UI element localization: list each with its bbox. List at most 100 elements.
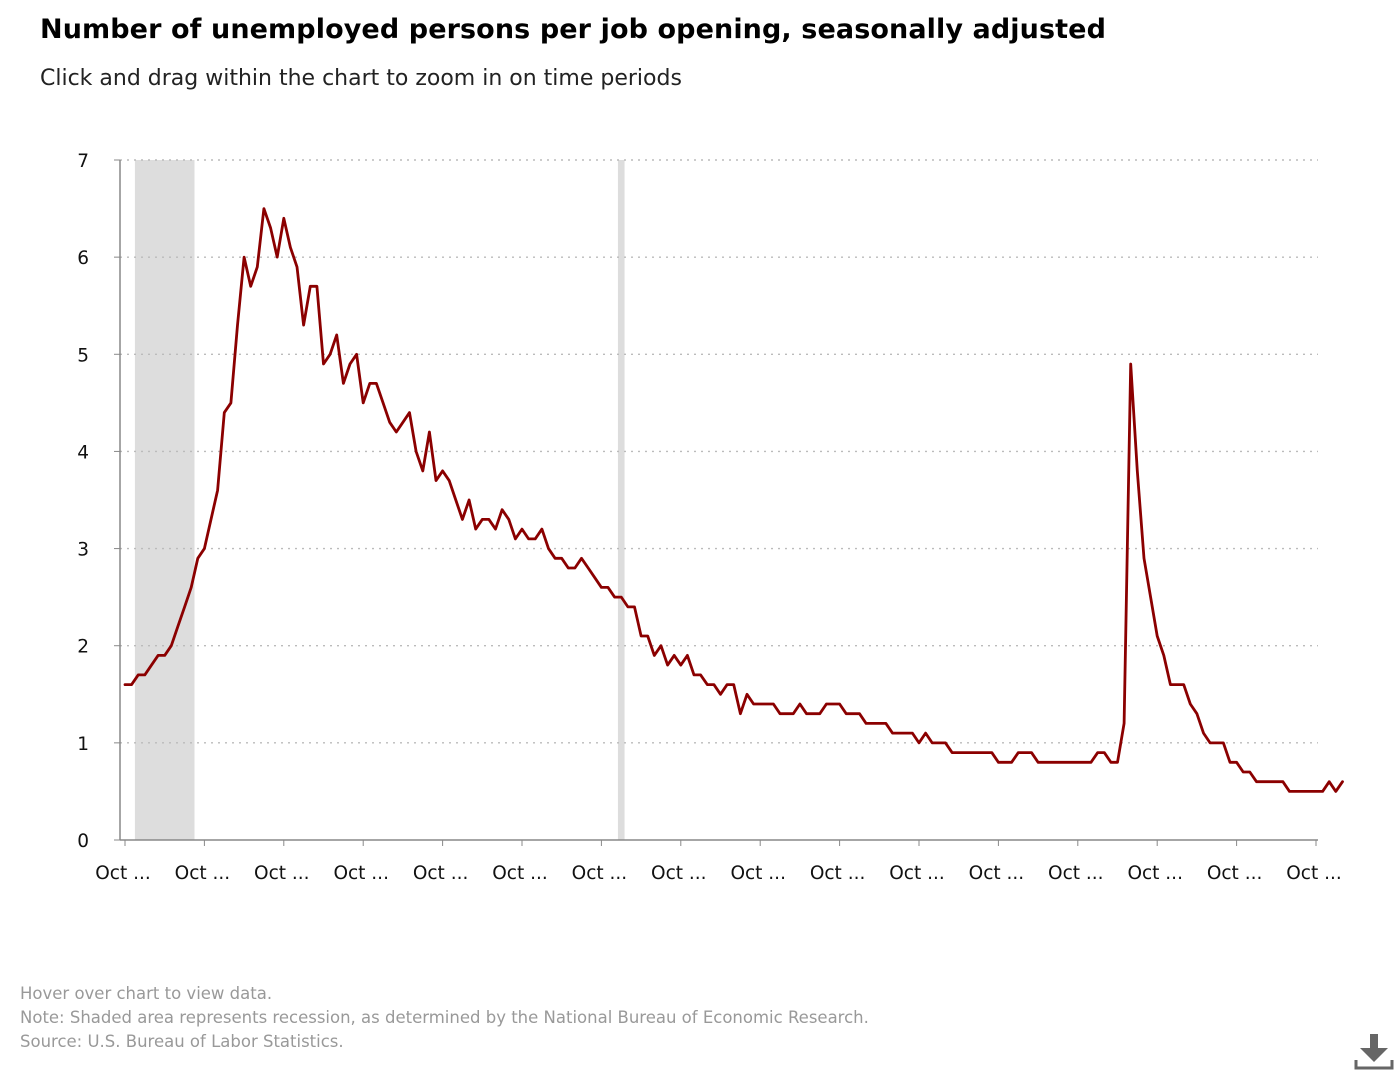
data-point[interactable] xyxy=(1141,555,1147,561)
data-point[interactable] xyxy=(1220,740,1226,746)
data-point[interactable] xyxy=(215,487,221,493)
data-point[interactable] xyxy=(1280,779,1286,785)
data-point[interactable] xyxy=(532,536,538,542)
data-point[interactable] xyxy=(612,594,618,600)
data-point[interactable] xyxy=(373,380,379,386)
data-point[interactable] xyxy=(493,526,499,532)
data-point[interactable] xyxy=(1167,682,1173,688)
data-point[interactable] xyxy=(638,633,644,639)
data-point[interactable] xyxy=(896,730,902,736)
data-point[interactable] xyxy=(129,682,135,688)
data-point[interactable] xyxy=(1161,652,1167,658)
data-point[interactable] xyxy=(1313,788,1319,794)
data-point[interactable] xyxy=(1326,779,1332,785)
data-point[interactable] xyxy=(1154,633,1160,639)
data-point[interactable] xyxy=(956,750,962,756)
data-point[interactable] xyxy=(764,701,770,707)
data-point[interactable] xyxy=(823,701,829,707)
data-point[interactable] xyxy=(274,254,280,260)
data-point[interactable] xyxy=(883,720,889,726)
data-point[interactable] xyxy=(625,604,631,610)
data-point[interactable] xyxy=(989,750,995,756)
data-point[interactable] xyxy=(122,682,128,688)
data-point[interactable] xyxy=(1247,769,1253,775)
data-point[interactable] xyxy=(817,711,823,717)
data-point[interactable] xyxy=(473,526,479,532)
data-point[interactable] xyxy=(1320,788,1326,794)
data-point[interactable] xyxy=(1201,730,1207,736)
data-point[interactable] xyxy=(1148,594,1154,600)
data-point[interactable] xyxy=(1227,759,1233,765)
data-point[interactable] xyxy=(579,555,585,561)
data-point[interactable] xyxy=(995,759,1001,765)
data-point[interactable] xyxy=(1108,759,1114,765)
data-point[interactable] xyxy=(407,410,413,416)
data-point[interactable] xyxy=(506,516,512,522)
series-line-1[interactable] xyxy=(123,207,1344,793)
data-point[interactable] xyxy=(658,643,664,649)
data-point[interactable] xyxy=(1134,468,1140,474)
data-point[interactable] xyxy=(1081,759,1087,765)
data-point[interactable] xyxy=(1234,759,1240,765)
data-point[interactable] xyxy=(598,584,604,590)
data-point[interactable] xyxy=(724,682,730,688)
data-point[interactable] xyxy=(149,662,155,668)
data-point[interactable] xyxy=(671,652,677,658)
data-point[interactable] xyxy=(1267,779,1273,785)
data-point[interactable] xyxy=(201,546,207,552)
data-point[interactable] xyxy=(1121,720,1127,726)
data-point[interactable] xyxy=(1115,759,1121,765)
data-point[interactable] xyxy=(678,662,684,668)
data-point[interactable] xyxy=(162,652,168,658)
data-point[interactable] xyxy=(1035,759,1041,765)
data-point[interactable] xyxy=(347,361,353,367)
data-point[interactable] xyxy=(235,322,241,328)
data-point[interactable] xyxy=(797,701,803,707)
data-point[interactable] xyxy=(704,682,710,688)
data-point[interactable] xyxy=(552,555,558,561)
data-point[interactable] xyxy=(380,400,386,406)
data-point[interactable] xyxy=(248,283,254,289)
data-point[interactable] xyxy=(1062,759,1068,765)
data-point[interactable] xyxy=(1293,788,1299,794)
data-point[interactable] xyxy=(1333,788,1339,794)
data-point[interactable] xyxy=(142,672,148,678)
data-point[interactable] xyxy=(546,546,552,552)
data-point[interactable] xyxy=(1240,769,1246,775)
data-point[interactable] xyxy=(327,351,333,357)
data-point[interactable] xyxy=(519,526,525,532)
data-point[interactable] xyxy=(632,604,638,610)
data-point[interactable] xyxy=(1002,759,1008,765)
data-point[interactable] xyxy=(585,565,591,571)
data-point[interactable] xyxy=(565,565,571,571)
data-point[interactable] xyxy=(168,643,174,649)
data-point[interactable] xyxy=(804,711,810,717)
data-point[interactable] xyxy=(857,711,863,717)
data-point[interactable] xyxy=(1015,750,1021,756)
data-point[interactable] xyxy=(1187,701,1193,707)
data-point[interactable] xyxy=(1306,788,1312,794)
data-point[interactable] xyxy=(976,750,982,756)
data-point[interactable] xyxy=(903,730,909,736)
data-point[interactable] xyxy=(268,225,274,231)
data-point[interactable] xyxy=(731,682,737,688)
data-point[interactable] xyxy=(433,478,439,484)
data-point[interactable] xyxy=(307,283,313,289)
data-point[interactable] xyxy=(1260,779,1266,785)
data-point[interactable] xyxy=(420,468,426,474)
series-lines[interactable] xyxy=(122,206,1346,795)
data-point[interactable] xyxy=(1214,740,1220,746)
data-point[interactable] xyxy=(969,750,975,756)
data-point[interactable] xyxy=(486,516,492,522)
data-point[interactable] xyxy=(314,283,320,289)
data-point[interactable] xyxy=(1095,750,1101,756)
data-point[interactable] xyxy=(810,711,816,717)
data-point[interactable] xyxy=(837,701,843,707)
data-point[interactable] xyxy=(1181,682,1187,688)
data-point[interactable] xyxy=(645,633,651,639)
data-point[interactable] xyxy=(1042,759,1048,765)
data-point[interactable] xyxy=(850,711,856,717)
data-point[interactable] xyxy=(1048,759,1054,765)
data-point[interactable] xyxy=(909,730,915,736)
data-point[interactable] xyxy=(393,429,399,435)
